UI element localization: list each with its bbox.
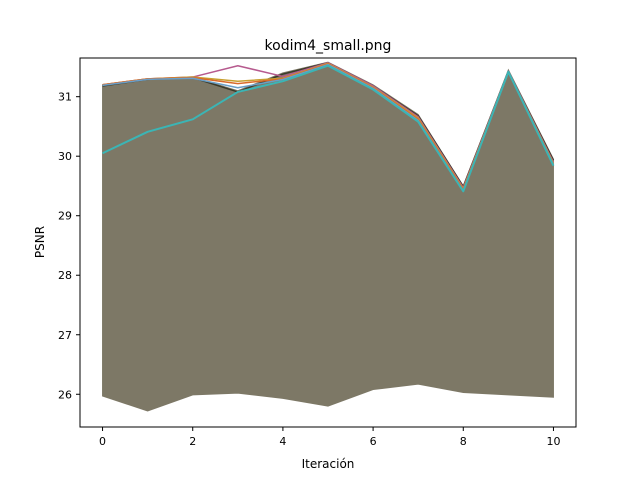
y-tick-label: 30 (58, 150, 72, 163)
runs-band (102, 61, 554, 412)
x-tick-label: 0 (99, 435, 106, 448)
y-tick-label: 31 (58, 91, 72, 104)
plot-frame (79, 57, 577, 428)
series-line-6 (102, 64, 555, 193)
x-axis-label: Iteración (302, 457, 355, 471)
y-tick-label: 29 (58, 210, 72, 223)
y-tick-label: 28 (58, 269, 72, 282)
y-tick-label: 27 (58, 329, 72, 342)
x-tick-label: 10 (546, 435, 560, 448)
x-tick-label: 4 (279, 435, 286, 448)
chart-title: kodim4_small.png (265, 38, 392, 54)
y-axis-label: PSNR (33, 226, 47, 258)
x-tick-label: 2 (189, 435, 196, 448)
x-tick-label: 8 (460, 435, 467, 448)
x-tick-label: 6 (370, 435, 377, 448)
y-tick-label: 26 (58, 388, 72, 401)
